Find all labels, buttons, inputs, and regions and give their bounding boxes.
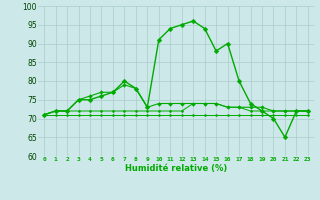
X-axis label: Humidité relative (%): Humidité relative (%) bbox=[125, 164, 227, 173]
